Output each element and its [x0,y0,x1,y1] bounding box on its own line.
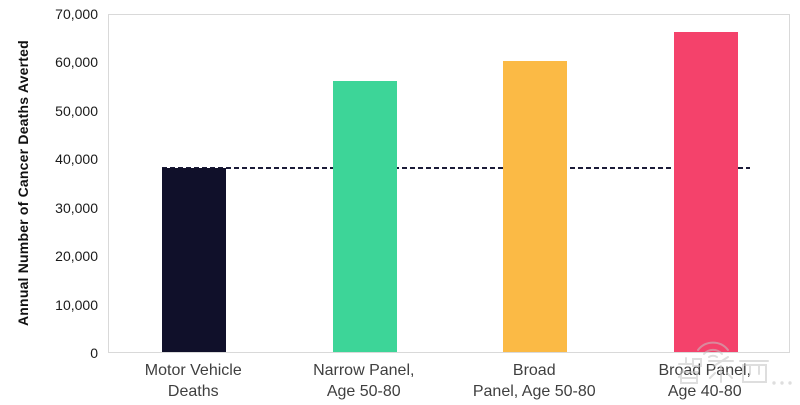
x-label-line: Broad [512,362,556,379]
x-label-narrow-panel-age-50-80: Narrow Panel, Age 50-80 [279,360,450,402]
x-label-line: Age 40-80 [667,383,742,400]
wifi-arcs-icon [697,341,729,358]
x-label-line: Age 50-80 [326,383,401,400]
watermark-com-dots [772,381,792,385]
bar-motor-vehicle-deaths [162,167,227,352]
y-tick-label-0: 0 [90,345,98,361]
x-label-line: Motor Vehicle [144,362,242,379]
y-tick-label-40000: 40,000 [55,151,98,168]
bar-narrow-panel-age-50-80 [332,80,397,352]
bar-broad-panel-age-50-80 [503,61,568,352]
zhidx-watermark [678,341,792,385]
bar-broad-panel-age-40-80 [673,32,738,352]
y-tick-label-30000: 30,000 [55,199,98,216]
y-tick-label-60000: 60,000 [55,54,98,71]
x-label-line: Narrow Panel, [313,362,415,379]
watermark-glyphs [678,356,769,384]
x-label-line: Panel, Age 50-80 [472,383,596,400]
plot-area [108,14,790,353]
y-tick-label-20000: 20,000 [55,248,98,265]
x-label-broad-panel-age-50-80: Broad Panel, Age 50-80 [449,360,620,402]
y-tick-label-10000: 10,000 [55,296,98,313]
x-label-line: Deaths [167,383,219,400]
x-label-motor-vehicle-deaths: Motor Vehicle Deaths [108,360,279,402]
reference-dashed-line [162,166,750,169]
y-tick-label-70000: 70,000 [55,6,98,22]
y-tick-label-50000: 50,000 [55,102,98,119]
